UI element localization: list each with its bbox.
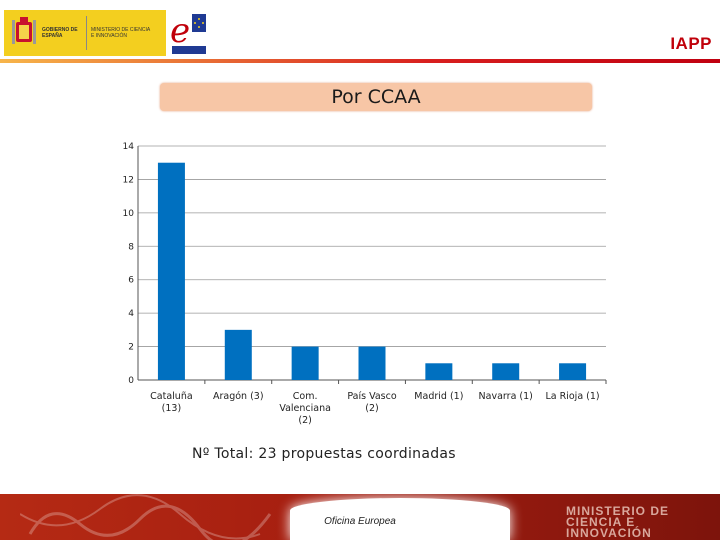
europa-logo-icon: e [170, 11, 206, 54]
header-rule [0, 59, 720, 63]
chart-title: Por CCAA [160, 83, 592, 111]
bar [358, 346, 386, 380]
svg-text:e: e [170, 11, 190, 51]
bar [157, 162, 185, 380]
y-tick-label: 4 [128, 309, 134, 319]
category-label: Aragón (3) [213, 391, 264, 402]
gov-text: GOBIERNO DE ESPAÑA [42, 27, 78, 39]
y-tick-label: 12 [123, 175, 134, 185]
y-tick-label: 8 [128, 242, 134, 252]
bar [492, 363, 520, 380]
gobierno-ministerio-logo: GOBIERNO DE ESPAÑA MINISTERIO DE CIENCIA… [4, 10, 166, 56]
footer-ornament-icon [20, 494, 272, 540]
y-tick-label: 10 [123, 209, 135, 219]
category-label: Cataluña (13) [150, 391, 193, 414]
bar [224, 329, 252, 380]
bar [425, 363, 453, 380]
category-label: La Rioja (1) [546, 391, 600, 402]
category-label: Com. Valenciana (2) [279, 391, 331, 426]
y-tick-label: 0 [128, 376, 134, 386]
bar [559, 363, 587, 380]
footer-center-panel [290, 498, 510, 540]
bar [291, 346, 319, 380]
y-tick-label: 2 [128, 343, 134, 353]
office-label: Oficina Europea [324, 516, 396, 527]
category-label: País Vasco (2) [347, 391, 396, 414]
coat-of-arms-icon [12, 17, 36, 44]
y-tick-label: 6 [128, 276, 134, 286]
header: GOBIERNO DE ESPAÑA MINISTERIO DE CIENCIA… [0, 0, 720, 60]
total-proposals-text: Nº Total: 23 propuestas coordinadas [192, 446, 456, 462]
brand-label: IAPP [670, 34, 712, 53]
category-label: Madrid (1) [414, 391, 463, 402]
bar-chart: 0 2 4 6 8 10 12 14 Cataluña (13) Aragón (3) Com. Val… [123, 142, 607, 426]
ministry-text: MINISTERIO DE CIENCIA E INNOVACIÓN [91, 27, 150, 39]
y-tick-label: 14 [123, 142, 135, 152]
category-label: Navarra (1) [479, 391, 533, 402]
logo-divider [86, 16, 87, 50]
footer-ministry-text: MINISTERIO DE CIENCIA E INNOVACIÓN [566, 504, 670, 540]
